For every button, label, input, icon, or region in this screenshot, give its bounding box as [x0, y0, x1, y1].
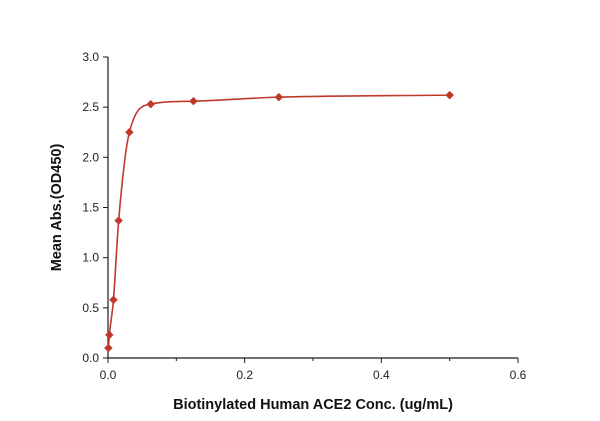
x-tick-label: 0.0 [100, 368, 117, 382]
y-tick-label: 3.0 [82, 50, 99, 64]
y-tick-label: 1.5 [82, 201, 99, 215]
y-tick-label: 0.0 [82, 351, 99, 365]
fit-curve [107, 94, 450, 351]
y-axis-label: Mean Abs.(OD450) [49, 144, 65, 272]
data-point-marker [103, 343, 113, 353]
data-point-marker [189, 96, 198, 106]
data-point-marker [274, 92, 284, 102]
y-tick-label: 2.5 [82, 100, 99, 114]
x-axis-label: Biotinylated Human ACE2 Conc. (ug/mL) [173, 397, 453, 413]
y-tick-label: 1.0 [82, 251, 99, 265]
data-point-marker [125, 127, 134, 137]
x-ticks: 0.0 0.2 0.4 0.6 [100, 358, 527, 382]
data-point-marker [146, 99, 156, 109]
data-point-marker [109, 295, 118, 305]
x-tick-label: 0.4 [373, 368, 390, 382]
x-tick-label: 0.2 [236, 368, 253, 382]
y-tick-label: 0.5 [82, 301, 99, 315]
data-points [103, 90, 455, 353]
y-ticks: 0.0 0.5 1.0 1.5 2.0 2.5 3.0 [82, 50, 108, 365]
x-tick-label: 0.6 [510, 368, 527, 382]
data-point-marker [105, 330, 114, 340]
data-point-marker [445, 90, 455, 100]
data-point-marker [114, 216, 124, 225]
y-tick-label: 2.0 [82, 150, 99, 164]
